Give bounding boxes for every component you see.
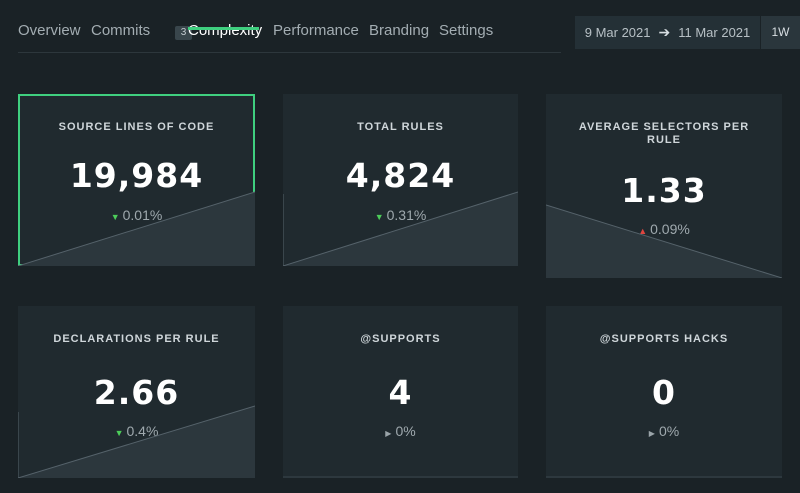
tab-bar: Overview Commits 3 Complexity Performanc… (18, 22, 561, 53)
trend-flat-icon: ▶ (648, 429, 655, 438)
sparkline-chart (283, 476, 518, 478)
card-delta-value: 0.09% (650, 221, 690, 237)
sparkline-chart (283, 191, 518, 266)
trend-up-icon: ▲ (638, 226, 648, 236)
card-title: DECLARATIONS PER RULE (53, 333, 220, 345)
metric-card-total-rules[interactable]: TOTAL RULES 4,824 ▼ 0.31% (283, 94, 518, 266)
top-navigation: Overview Commits 3 Complexity Performanc… (0, 0, 800, 60)
card-title: @SUPPORTS (360, 333, 441, 345)
tab-commits[interactable]: Commits (91, 22, 151, 39)
tab-settings[interactable]: Settings (439, 22, 494, 39)
metric-card-avg-selectors[interactable]: AVERAGE SELECTORS PER RULE 1.33 ▲ 0.09% (546, 94, 782, 278)
sparkline-chart (546, 476, 782, 478)
card-title: TOTAL RULES (357, 121, 444, 133)
active-tab-indicator (188, 27, 259, 30)
card-delta: ▶ 0% (283, 423, 518, 439)
card-delta-value: 0% (658, 423, 680, 439)
card-delta: ▲ 0.09% (546, 221, 782, 237)
trend-down-icon: ▼ (374, 212, 384, 222)
sparkline-chart (18, 191, 255, 266)
card-value: 4,824 (345, 156, 456, 195)
arrow-right-icon: ➔ (658, 24, 671, 40)
metric-card-declarations[interactable]: DECLARATIONS PER RULE 2.66 ▼ 0.4% (18, 306, 255, 478)
card-delta: ▼ 0.01% (18, 207, 255, 223)
card-title: SOURCE LINES OF CODE (58, 121, 215, 133)
card-delta: ▼ 0.4% (18, 423, 255, 439)
card-value: 19,984 (69, 156, 204, 195)
period-selector-button[interactable]: 1W (761, 16, 800, 49)
card-value: 4 (388, 373, 413, 412)
card-delta-value: 0% (395, 423, 416, 439)
card-title: @SUPPORTS HACKS (599, 333, 729, 345)
date-range-picker[interactable]: 9 Mar 2021 ➔ 11 Mar 2021 (575, 16, 760, 49)
tab-complexity[interactable]: Complexity (188, 22, 263, 39)
tab-branding[interactable]: Branding (369, 22, 430, 39)
card-value: 2.66 (93, 373, 180, 412)
card-delta-value: 0.31% (386, 207, 427, 223)
tab-performance[interactable]: Performance (273, 22, 359, 39)
date-range-start: 9 Mar 2021 (584, 25, 651, 40)
card-title: AVERAGE SELECTORS PER RULE (578, 121, 750, 146)
trend-down-icon: ▼ (114, 428, 124, 438)
card-delta: ▼ 0.31% (283, 207, 518, 223)
card-value: 0 (652, 373, 676, 412)
card-delta-value: 0.4% (126, 423, 159, 439)
sparkline-chart (18, 405, 255, 478)
sparkline-chart (546, 204, 782, 278)
card-delta: ▶ 0% (546, 423, 782, 439)
metric-card-supports[interactable]: @SUPPORTS 4 ▶ 0% (283, 306, 518, 478)
card-delta-value: 0.01% (122, 207, 163, 223)
card-value: 1.33 (621, 171, 707, 210)
trend-down-icon: ▼ (110, 212, 120, 222)
date-range-end: 11 Mar 2021 (678, 25, 751, 40)
commits-count-badge: 3 (175, 26, 192, 40)
tab-overview[interactable]: Overview (18, 22, 81, 39)
metric-card-source-lines[interactable]: SOURCE LINES OF CODE 19,984 ▼ 0.01% (18, 94, 255, 266)
trend-flat-icon: ▶ (385, 429, 392, 438)
metric-card-supports-hacks[interactable]: @SUPPORTS HACKS 0 ▶ 0% (546, 306, 782, 478)
